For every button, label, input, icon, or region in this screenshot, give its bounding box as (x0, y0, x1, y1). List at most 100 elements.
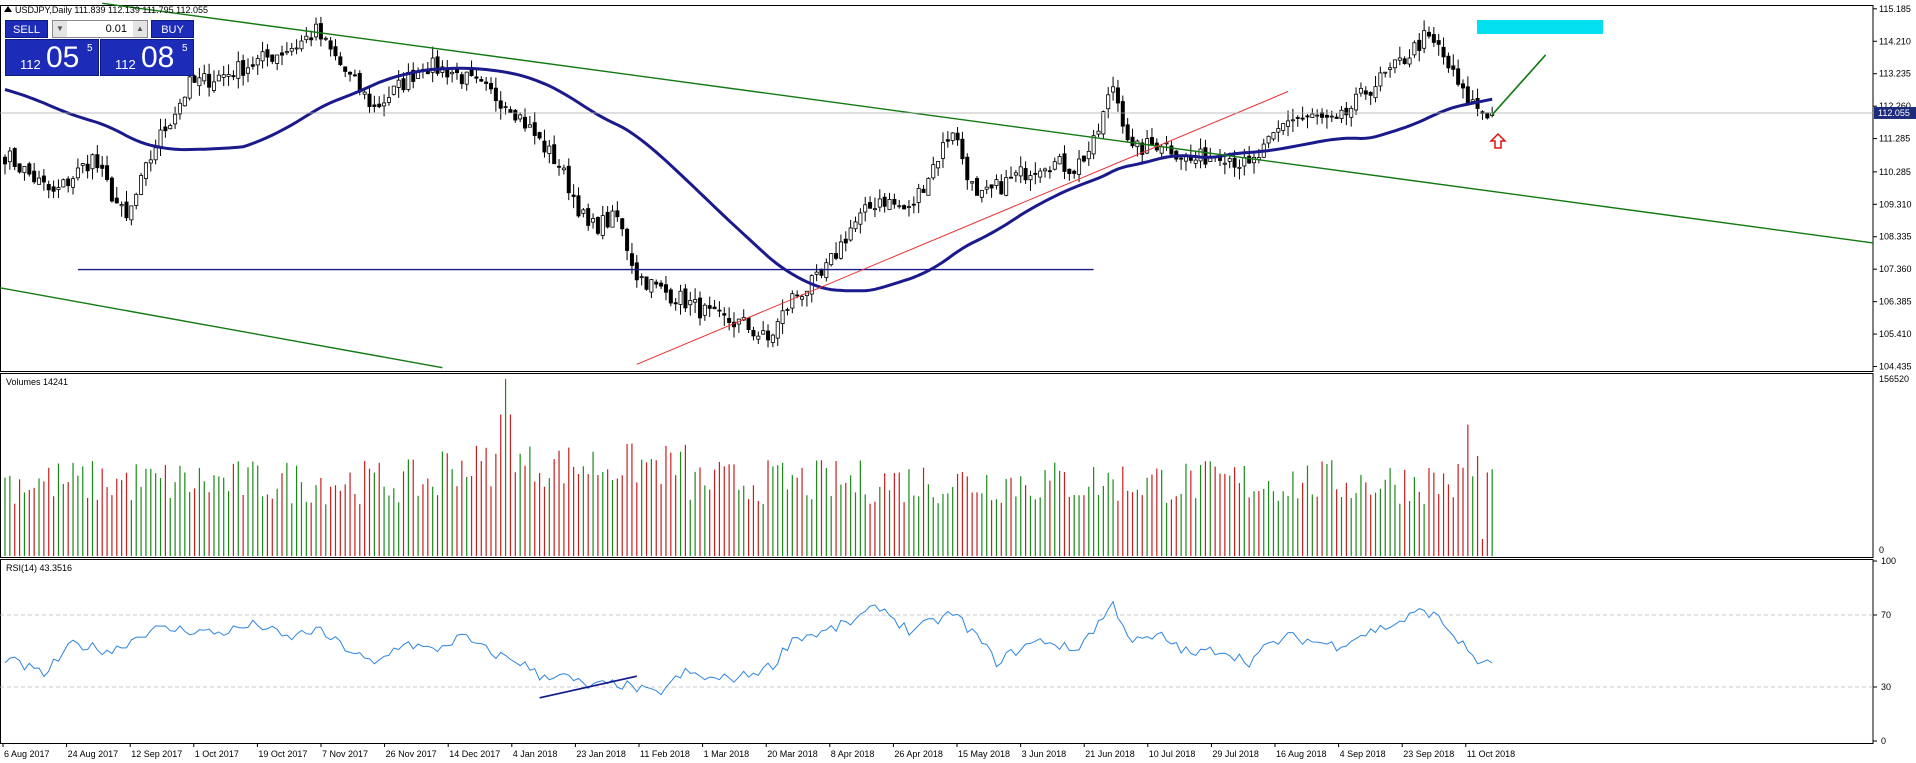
candle-body (1062, 153, 1067, 172)
price-axis-label: 115.185 (1879, 4, 1911, 14)
candle-body (877, 198, 882, 208)
candle-body (56, 187, 61, 190)
candle-body (1077, 158, 1082, 175)
candle-body (1378, 72, 1383, 87)
price-axis-label: 114.210 (1879, 36, 1911, 46)
candle-body (90, 154, 95, 170)
candle-body (1402, 58, 1407, 64)
candle-body (1096, 130, 1101, 135)
candle-body (163, 126, 168, 132)
channel-lower-line (0, 287, 443, 369)
candle-body (518, 114, 523, 120)
candle-body (523, 116, 528, 129)
candle-body (1485, 112, 1490, 119)
candle-body (479, 79, 484, 82)
candle-body (211, 81, 216, 91)
candle-body (552, 144, 557, 165)
candle-body (508, 109, 513, 113)
candle-body (770, 334, 775, 343)
candle-body (1033, 172, 1038, 175)
candle-body (177, 102, 182, 115)
candle-body (430, 57, 435, 73)
price-axis-label: 111.285 (1879, 134, 1910, 144)
candle-body (537, 132, 542, 139)
sell-price-button[interactable]: 112 05 5 (5, 39, 99, 76)
buy-price-button[interactable]: 112 08 5 (100, 39, 194, 76)
sell-price-pip: 5 (87, 43, 93, 54)
buy-button[interactable]: BUY (151, 20, 194, 38)
candle-body (1047, 170, 1052, 173)
date-axis-label: 8 Apr 2018 (831, 749, 875, 759)
candle-body (32, 170, 37, 183)
lot-increase-icon[interactable]: ▲ (133, 21, 147, 37)
candle-body (1407, 57, 1412, 65)
candle-body (304, 35, 309, 41)
lot-size-value[interactable]: 0.01 (105, 23, 127, 35)
price-axis-label: 104.435 (1879, 362, 1912, 372)
candle-body (1091, 135, 1096, 155)
date-axis-label: 23 Jan 2018 (576, 749, 626, 759)
candle-body (620, 218, 625, 230)
candle-body (979, 189, 984, 198)
candle-body (1023, 168, 1028, 181)
candle-body (892, 198, 897, 205)
candle-body (532, 122, 537, 136)
candle-body (926, 177, 931, 196)
candle-body (989, 184, 994, 189)
candle-body (1412, 42, 1417, 56)
candle-body (916, 187, 921, 203)
candle-body (644, 276, 649, 290)
candle-body (464, 71, 469, 85)
candle-body (168, 125, 173, 130)
candle-body (1149, 137, 1154, 145)
candle-body (450, 71, 455, 75)
price-axis-label: 110.285 (1879, 167, 1911, 177)
candle-body (17, 163, 22, 173)
candle-body (255, 58, 260, 66)
one-click-trading-panel: SELL ▼ 0.01 ▲ BUY 112 05 5 112 08 5 (5, 20, 194, 76)
candle-body (887, 199, 892, 210)
date-axis-label: 29 Jul 2018 (1212, 749, 1259, 759)
candle-body (965, 156, 970, 181)
candle-body (527, 124, 532, 128)
candle-body (192, 75, 197, 83)
date-axis-label: 6 Aug 2017 (4, 749, 50, 759)
candle-body (318, 23, 323, 40)
candle-body (1247, 155, 1252, 164)
candle-body (1232, 157, 1237, 168)
candle-body (1388, 67, 1393, 70)
candle-body (12, 148, 17, 167)
candle-body (1354, 93, 1359, 111)
candle-body (547, 145, 552, 154)
rsi-axis-label: 30 (1881, 682, 1891, 692)
date-axis-label: 26 Apr 2018 (894, 749, 943, 759)
candle-body (858, 212, 863, 225)
candle-body (1446, 55, 1451, 69)
candle-body (1276, 128, 1281, 133)
sell-button[interactable]: SELL (5, 20, 48, 38)
lot-size-field[interactable]: ▼ 0.01 ▲ (52, 20, 148, 38)
candle-body (231, 75, 236, 78)
candle-body (1461, 83, 1466, 89)
volume-bars (4, 379, 1493, 556)
candle-body (1052, 161, 1057, 170)
candle-body (1290, 119, 1295, 122)
candle-body (994, 179, 999, 186)
current-price-tag (1874, 106, 1916, 119)
candle-body (1334, 116, 1339, 119)
candle-body (333, 46, 338, 57)
date-axis-label: 11 Oct 2018 (1467, 749, 1515, 759)
candle-body (1329, 115, 1334, 118)
date-axis-label: 11 Feb 2018 (640, 749, 690, 759)
candle-body (595, 217, 600, 234)
lot-decrease-icon[interactable]: ▼ (53, 21, 67, 37)
candle-body (1159, 146, 1164, 154)
date-axis-label: 21 Jun 2018 (1085, 749, 1135, 759)
current-price-label: 112.055 (1878, 108, 1910, 118)
candle-body (1111, 86, 1116, 93)
candle-body (897, 205, 902, 208)
candle-body (1320, 112, 1325, 118)
price-panel (0, 5, 1874, 372)
candle-body (386, 97, 391, 103)
